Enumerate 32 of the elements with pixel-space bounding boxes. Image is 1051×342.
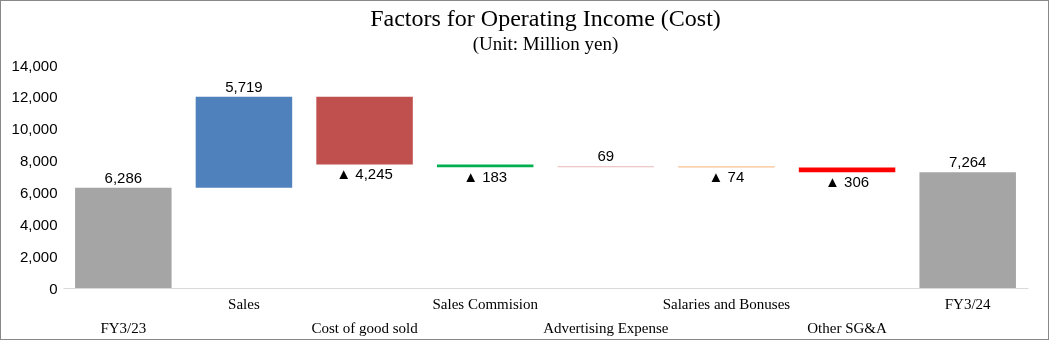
chart-title: Factors for Operating Income (Cost): [370, 5, 721, 31]
x-tick-label: Salaries and Bonuses: [662, 295, 791, 312]
data-label: 69: [597, 147, 615, 165]
x-tick-label: Advertising Expense: [543, 319, 669, 336]
bar: [919, 172, 1016, 288]
bar: [798, 167, 896, 173]
x-tick-label: Other SG&A: [807, 319, 888, 336]
data-label: ▲ 4,245: [336, 165, 393, 183]
data-label: ▲ 183: [463, 168, 508, 186]
chart-subtitle: (Unit: Million yen): [472, 33, 619, 55]
y-tick-label: 10,000: [11, 120, 58, 138]
y-tick-label: 4,000: [19, 215, 58, 233]
x-tick-label: FY3/23: [100, 319, 147, 336]
x-tick-label: Cost of good sold: [311, 319, 419, 336]
x-tick-label: FY3/24: [944, 295, 992, 312]
data-label: 7,264: [948, 153, 987, 171]
data-label: ▲ 74: [708, 168, 745, 186]
y-tick-label: 6,000: [19, 183, 58, 201]
y-tick-label: 12,000: [11, 88, 58, 106]
bar: [436, 164, 534, 168]
data-label: 5,719: [225, 77, 263, 95]
data-label: 6,286: [104, 168, 143, 186]
x-tick-label: Sales: [228, 295, 260, 312]
x-tick-label: Sales Commision: [432, 295, 539, 312]
y-tick-label: 14,000: [11, 56, 58, 74]
bar: [316, 96, 413, 165]
y-tick-label: 2,000: [19, 247, 58, 265]
y-tick-label: 0: [49, 279, 58, 297]
bar: [195, 96, 293, 188]
bar: [75, 187, 172, 288]
data-label: ▲ 306: [825, 173, 870, 191]
y-tick-label: 8,000: [19, 152, 58, 170]
